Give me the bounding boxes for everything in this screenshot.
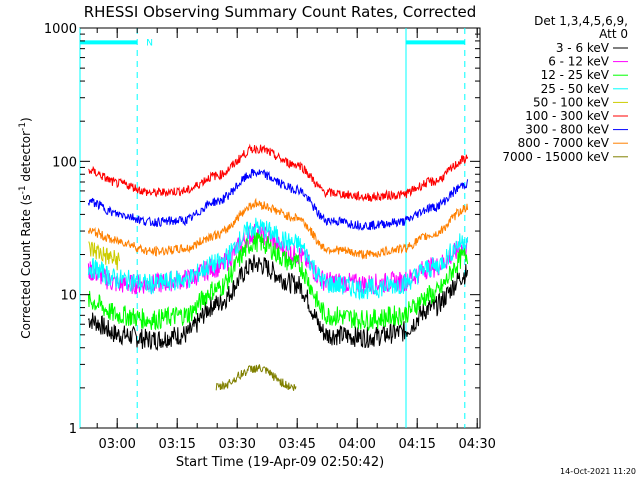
- y-axis-label-mid: detector: [19, 131, 33, 186]
- series-line-5: [88, 143, 469, 202]
- legend-label: 25 - 50 keV: [541, 82, 610, 96]
- series-line-8: [215, 364, 297, 391]
- y-tick-label: 1000: [44, 22, 77, 37]
- x-tick-label: 04:15: [398, 437, 435, 452]
- series-line-2: [87, 231, 469, 332]
- series-line-0: [87, 254, 469, 352]
- footer-date: 14-Oct-2021 11:20: [560, 467, 636, 476]
- legend-label: 3 - 6 keV: [556, 41, 610, 55]
- x-axis: 03:00 03:15 03:30 03:45 04:00 04:15 04:30: [96, 28, 496, 452]
- x-tick-label: 03:15: [158, 437, 195, 452]
- x-axis-label: Start Time (19-Apr-09 02:50:42): [176, 455, 384, 470]
- legend-label: 12 - 25 keV: [541, 68, 610, 82]
- legend-label: 800 - 7000 keV: [518, 136, 610, 150]
- legend-label: 300 - 800 keV: [525, 123, 609, 137]
- y-axis-label-main: Corrected Count Rate (s: [19, 194, 33, 338]
- legend-label: 100 - 300 keV: [525, 109, 609, 123]
- legend-header-line2: Att 0: [599, 27, 628, 41]
- series-line-6: [87, 168, 469, 231]
- y-axis-label: Corrected Count Rate (s-1 detector-1): [18, 117, 33, 338]
- plot-frame: [79, 27, 481, 429]
- x-tick-label: 03:45: [278, 437, 315, 452]
- night-markers: N: [79, 28, 466, 428]
- legend-label: 6 - 12 keV: [548, 55, 610, 69]
- x-tick-label: 04:30: [458, 437, 495, 452]
- x-tick-label: 03:30: [218, 437, 255, 452]
- chart-title: RHESSI Observing Summary Count Rates, Co…: [84, 3, 477, 21]
- series-line-3: [87, 217, 469, 301]
- series-layer: [87, 143, 469, 391]
- y-tick-label: 100: [52, 155, 77, 170]
- series-line-7: [87, 197, 469, 260]
- legend-label: 50 - 100 keV: [533, 95, 610, 109]
- y-tick-label: 1: [69, 422, 77, 437]
- y-axis-label-sup2: -1: [18, 122, 28, 131]
- legend-label: 7000 - 15000 keV: [502, 150, 609, 164]
- x-tick-label: 03:00: [98, 437, 135, 452]
- y-axis: 1 10 100 1000: [44, 22, 480, 437]
- x-tick-label: 04:00: [338, 437, 375, 452]
- y-axis-label-end: ): [19, 117, 33, 122]
- y-axis-label-sup1: -1: [18, 185, 28, 194]
- legend-header-line1: Det 1,3,4,5,6,9,: [534, 14, 628, 28]
- night-label: N: [146, 38, 153, 48]
- y-tick-label: 10: [60, 289, 77, 304]
- series-line-4: [88, 241, 121, 271]
